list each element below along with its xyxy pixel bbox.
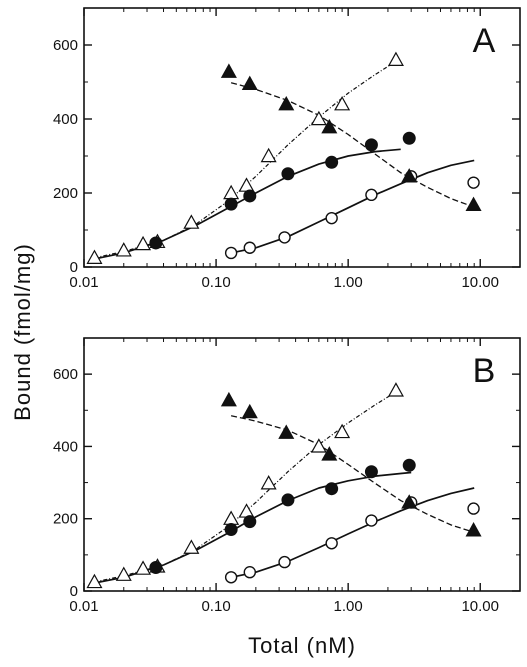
data-point: [465, 196, 482, 212]
data-point: [325, 482, 339, 496]
data-point: [364, 465, 378, 479]
panel-a: 0 200 400 600 0.01 0.10 1.00 10.00 A: [53, 7, 521, 291]
data-point: [365, 188, 378, 202]
data-point: [310, 438, 327, 453]
data-point: [224, 197, 238, 211]
fit-curve: [94, 389, 399, 583]
data-point: [325, 211, 338, 225]
panel-b: 0 200 400 600 0.01 0.10 1.00 10.00 B: [53, 337, 521, 615]
x-axis-title: Total (nM): [248, 633, 356, 658]
data-point: [243, 515, 257, 529]
data-point: [223, 510, 240, 525]
x-tick-label: 0.01: [69, 598, 98, 615]
data-point: [183, 539, 200, 554]
y-tick-label: 200: [53, 185, 78, 202]
data-point: [465, 522, 482, 537]
data-point: [220, 391, 237, 407]
y-tick-label: 0: [70, 583, 78, 600]
data-point: [334, 423, 351, 439]
data-point: [281, 493, 295, 507]
data-point: [149, 236, 163, 250]
data-point: [321, 118, 338, 134]
data-point: [325, 155, 339, 169]
fit-curve: [230, 82, 475, 208]
y-tick-label: 400: [53, 438, 78, 455]
data-point: [241, 403, 258, 419]
data-point: [135, 235, 152, 251]
data-point: [243, 566, 256, 579]
data-point: [224, 571, 238, 584]
y-tick-label: 400: [53, 111, 78, 128]
y-tick-label: 600: [53, 366, 78, 383]
panel-letter: B: [473, 352, 496, 390]
data-point: [224, 246, 238, 260]
data-point: [115, 566, 132, 581]
data-point: [325, 537, 338, 550]
data-point: [334, 95, 351, 111]
data-point: [467, 176, 480, 189]
data-point: [135, 560, 152, 575]
x-tick-label: 0.10: [201, 274, 230, 291]
plot-frame: [83, 337, 521, 592]
data-point: [86, 249, 103, 264]
y-tick-label: 600: [53, 37, 78, 54]
data-point: [321, 446, 338, 461]
data-point: [115, 242, 132, 257]
data-point: [278, 424, 295, 439]
data-point: [220, 63, 237, 78]
fit-curve: [230, 487, 475, 579]
data-point: [387, 51, 404, 67]
data-point: [278, 555, 291, 569]
data-point: [401, 494, 418, 509]
x-tick-label: 1.00: [334, 274, 363, 291]
data-point: [278, 95, 295, 111]
x-tick-label: 10.00: [461, 274, 499, 291]
data-point: [260, 147, 277, 163]
data-point: [223, 184, 240, 200]
data-point: [401, 168, 418, 183]
data-point: [183, 214, 200, 229]
plot-frame: [83, 7, 521, 268]
x-tick-label: 1.00: [334, 598, 363, 615]
data-point: [149, 561, 163, 575]
data-point: [387, 382, 404, 397]
x-tick-label: 0.01: [69, 274, 98, 291]
x-tick-label: 0.10: [201, 598, 230, 615]
data-point: [86, 573, 103, 589]
data-point: [260, 475, 277, 490]
data-point: [467, 502, 480, 515]
data-point: [241, 75, 258, 91]
data-point: [281, 167, 295, 181]
data-point: [310, 110, 327, 126]
y-tick-label: 200: [53, 511, 78, 528]
data-point: [402, 131, 416, 145]
data-point: [224, 523, 238, 537]
data-point: [243, 241, 256, 254]
data-point: [402, 458, 416, 472]
x-tick-label: 10.00: [461, 598, 499, 615]
y-tick-label: 0: [70, 259, 78, 276]
data-point: [278, 231, 291, 244]
data-point: [238, 177, 255, 192]
panel-letter: A: [473, 22, 496, 60]
y-axis-title: Bound (fmol/mg): [10, 243, 35, 421]
fit-curve: [230, 159, 475, 254]
fit-curve: [230, 415, 475, 534]
data-point: [365, 514, 378, 527]
data-point: [364, 138, 378, 152]
data-point: [243, 189, 257, 203]
